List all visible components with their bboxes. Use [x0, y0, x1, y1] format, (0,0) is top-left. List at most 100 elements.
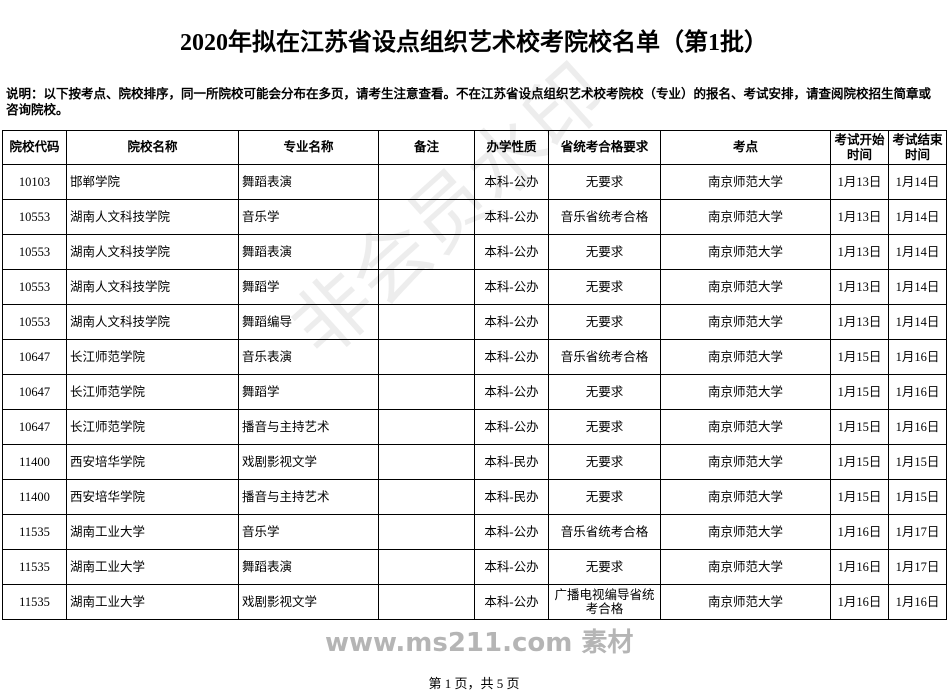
table-cell: 本科-公办 [474, 549, 549, 585]
table-cell: 本科-公办 [474, 584, 549, 620]
table-cell: 1月14日 [888, 164, 947, 200]
table-cell: 11535 [2, 584, 67, 620]
table-cell: 本科-公办 [474, 374, 549, 410]
column-header: 办学性质 [474, 130, 549, 165]
table-cell: 11535 [2, 549, 67, 585]
column-header: 省统考合格要求 [548, 130, 661, 165]
table-cell: 湖南人文科技学院 [66, 304, 239, 340]
table-cell: 邯郸学院 [66, 164, 239, 200]
table-cell: 南京师范大学 [660, 269, 831, 305]
table-cell: 南京师范大学 [660, 584, 831, 620]
table-cell: 1月16日 [888, 374, 947, 410]
table-cell [378, 339, 475, 375]
table-cell: 湖南工业大学 [66, 549, 239, 585]
table-cell [378, 199, 475, 235]
table-cell [378, 444, 475, 480]
table-row: 10553 湖南人文科技学院 舞蹈学 本科-公办 无要求 南京师范大学 1月13日 1月14日 [2, 269, 947, 305]
table-cell: 10647 [2, 409, 67, 445]
table-cell: 无要求 [548, 479, 661, 515]
table-row: 11535 湖南工业大学 戏剧影视文学 本科-公办 广播电视编导省统考合格 南京师范大学 1… [2, 584, 947, 620]
header-row: 院校代码 院校名称 专业名称 备注 办学性质 省统考合格要求 考点 考试开始时间 考试结束时间 [2, 130, 947, 165]
table-cell: 无要求 [548, 444, 661, 480]
column-header: 考点 [660, 130, 831, 165]
table-cell: 南京师范大学 [660, 339, 831, 375]
table-row: 10647 长江师范学院 舞蹈学 本科-公办 无要求 南京师范大学 1月15日 1月16日 [2, 374, 947, 410]
table-cell: 音乐省统考合格 [548, 199, 661, 235]
column-header: 专业名称 [238, 130, 379, 165]
table-cell: 10647 [2, 339, 67, 375]
table-cell: 11400 [2, 444, 67, 480]
table-cell [378, 164, 475, 200]
table-row: 10647 长江师范学院 播音与主持艺术 本科-公办 无要求 南京师范大学 1月15日 1月1… [2, 409, 947, 445]
table-cell: 1月13日 [830, 304, 889, 340]
table-cell: 本科-民办 [474, 444, 549, 480]
table-cell: 1月14日 [888, 199, 947, 235]
table-cell: 南京师范大学 [660, 514, 831, 550]
table-cell: 11400 [2, 479, 67, 515]
table-cell [378, 584, 475, 620]
table-cell: 无要求 [548, 549, 661, 585]
column-header: 院校名称 [66, 130, 239, 165]
table-cell: 无要求 [548, 269, 661, 305]
table-cell: 无要求 [548, 409, 661, 445]
table-row: 11400 西安培华学院 戏剧影视文学 本科-民办 无要求 南京师范大学 1月15日 1月15… [2, 444, 947, 480]
table-cell: 南京师范大学 [660, 164, 831, 200]
column-header: 考试开始时间 [830, 130, 889, 165]
table-cell: 无要求 [548, 234, 661, 270]
table-cell: 舞蹈表演 [238, 234, 379, 270]
table-cell: 本科-公办 [474, 234, 549, 270]
table-cell: 湖南人文科技学院 [66, 234, 239, 270]
table-cell: 本科-公办 [474, 164, 549, 200]
table-row: 10647 长江师范学院 音乐表演 本科-公办 音乐省统考合格 南京师范大学 1月15日 1月… [2, 339, 947, 375]
table-cell [378, 549, 475, 585]
table-cell: 10103 [2, 164, 67, 200]
table-cell: 1月16日 [830, 549, 889, 585]
table-cell: 11535 [2, 514, 67, 550]
table-cell: 舞蹈学 [238, 374, 379, 410]
table-cell: 音乐学 [238, 514, 379, 550]
table-cell [378, 514, 475, 550]
table-cell: 1月14日 [888, 269, 947, 305]
table-cell: 1月13日 [830, 164, 889, 200]
table-cell: 西安培华学院 [66, 479, 239, 515]
table-cell: 本科-公办 [474, 339, 549, 375]
table-cell: 音乐表演 [238, 339, 379, 375]
table-cell [378, 374, 475, 410]
table-cell [378, 304, 475, 340]
table-cell: 10647 [2, 374, 67, 410]
table-cell: 湖南人文科技学院 [66, 199, 239, 235]
table-cell: 1月15日 [888, 479, 947, 515]
table-cell: 无要求 [548, 304, 661, 340]
table-cell: 无要求 [548, 164, 661, 200]
table-cell: 戏剧影视文学 [238, 584, 379, 620]
table-cell: 本科-公办 [474, 304, 549, 340]
table-row: 10553 湖南人文科技学院 音乐学 本科-公办 音乐省统考合格 南京师范大学 1月13日 1… [2, 199, 947, 235]
table-row: 10553 湖南人文科技学院 舞蹈表演 本科-公办 无要求 南京师范大学 1月13日 1月14… [2, 234, 947, 270]
table-cell: 1月15日 [830, 339, 889, 375]
table-row: 10553 湖南人文科技学院 舞蹈编导 本科-公办 无要求 南京师范大学 1月13日 1月14… [2, 304, 947, 340]
table-cell: 南京师范大学 [660, 549, 831, 585]
table-cell: 湖南工业大学 [66, 514, 239, 550]
table-cell: 1月14日 [888, 304, 947, 340]
table-cell: 本科-公办 [474, 409, 549, 445]
table-cell: 湖南工业大学 [66, 584, 239, 620]
table-cell: 南京师范大学 [660, 444, 831, 480]
table-cell: 1月17日 [888, 514, 947, 550]
table-cell: 本科-公办 [474, 199, 549, 235]
table-cell [378, 269, 475, 305]
table-cell [378, 479, 475, 515]
table-cell: 1月15日 [830, 444, 889, 480]
table-cell: 1月13日 [830, 234, 889, 270]
table-cell: 南京师范大学 [660, 479, 831, 515]
title: 2020年拟在江苏省设点组织艺术校考院校名单（第1批） [180, 30, 768, 56]
column-header: 院校代码 [2, 130, 67, 165]
table-cell: 1月16日 [830, 584, 889, 620]
table-cell: 南京师范大学 [660, 304, 831, 340]
table-cell: 1月15日 [830, 479, 889, 515]
table-cell: 舞蹈表演 [238, 164, 379, 200]
table-cell: 南京师范大学 [660, 234, 831, 270]
table-cell: 1月17日 [888, 549, 947, 585]
column-header: 考试结束时间 [888, 130, 947, 165]
table-cell: 本科-民办 [474, 479, 549, 515]
